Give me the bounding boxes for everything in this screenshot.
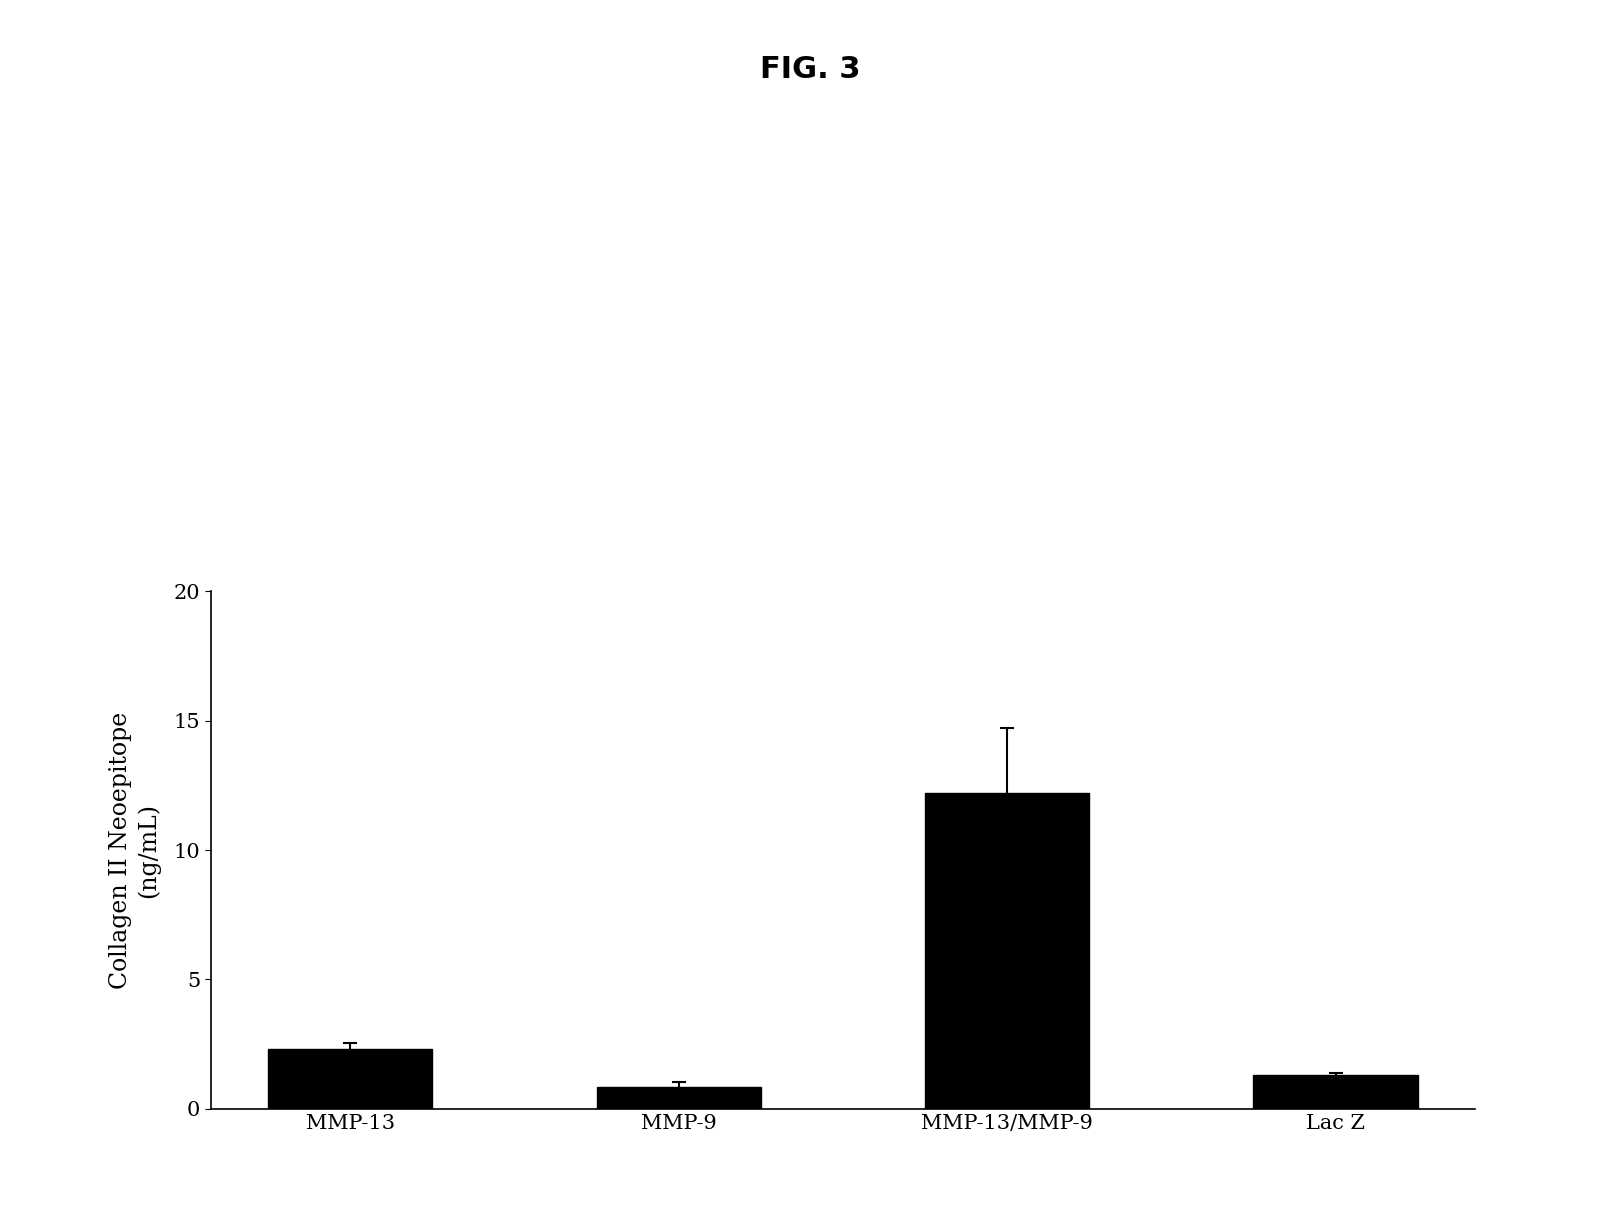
Bar [1253,1076,1418,1109]
Text: FIG. 3: FIG. 3 [760,55,861,85]
Bar [597,1087,760,1109]
Y-axis label: Collagen II Neoepitope
(ng/mL): Collagen II Neoepitope (ng/mL) [110,711,160,989]
Bar [926,793,1089,1109]
Bar [267,1050,433,1109]
